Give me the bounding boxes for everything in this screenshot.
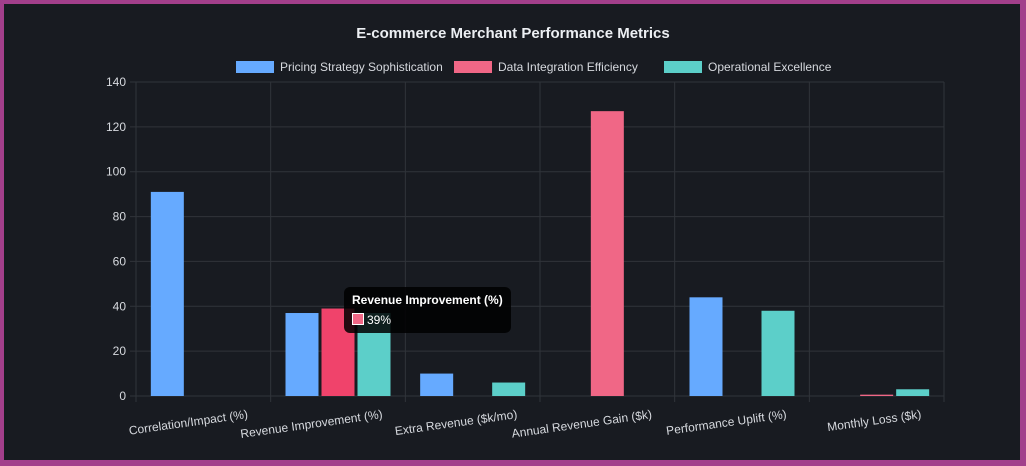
legend-label: Data Integration Efficiency — [498, 60, 638, 74]
y-tick-label: 140 — [106, 75, 126, 89]
bar — [150, 191, 184, 396]
bar — [860, 394, 894, 396]
x-tick-label: Annual Revenue Gain ($k) — [511, 407, 653, 441]
legend-swatch — [454, 61, 492, 73]
y-tick-label: 120 — [106, 120, 126, 134]
x-tick-label: Performance Uplift (%) — [665, 407, 787, 438]
bar — [492, 382, 526, 396]
y-tick-label: 20 — [113, 344, 127, 358]
y-tick-label: 80 — [113, 210, 127, 224]
chart-title: E-commerce Merchant Performance Metrics — [356, 25, 669, 42]
bar — [420, 373, 454, 396]
tooltip-title: Revenue Improvement (%) — [352, 293, 503, 307]
x-tick-label: Extra Revenue ($k/mo) — [394, 407, 518, 438]
x-tick-label: Monthly Loss ($k) — [826, 407, 922, 434]
tooltip: Revenue Improvement (%) 39% — [344, 287, 511, 333]
y-tick-label: 40 — [113, 299, 127, 313]
x-tick-label: Correlation/Impact (%) — [128, 407, 249, 438]
bar — [285, 313, 319, 396]
bar — [761, 310, 795, 396]
bar — [689, 297, 723, 396]
tooltip-value: 39% — [367, 313, 392, 327]
y-tick-label: 60 — [113, 254, 127, 268]
legend-swatch — [664, 61, 702, 73]
y-tick-label: 0 — [119, 389, 126, 403]
legend-label: Operational Excellence — [708, 60, 832, 74]
legend-label: Pricing Strategy Sophistication — [280, 60, 443, 74]
y-tick-label: 100 — [106, 165, 126, 179]
tooltip-swatch — [352, 313, 364, 325]
bar — [590, 111, 624, 397]
x-tick-label: Revenue Improvement (%) — [239, 407, 383, 441]
bar — [896, 389, 930, 396]
legend-swatch — [236, 61, 274, 73]
